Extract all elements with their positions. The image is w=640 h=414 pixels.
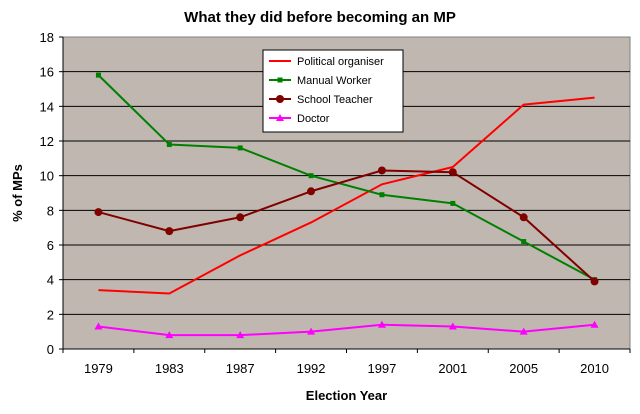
chart-title: What they did before becoming an MP (184, 9, 456, 26)
y-axis-title: % of MPs (10, 164, 25, 222)
legend-item-political-organiser: Political organiser (269, 56, 384, 68)
gridlines (63, 71, 630, 315)
x-tick-label: 1987 (226, 361, 255, 376)
data-point-manual-worker (450, 200, 456, 206)
legend-swatch-marker (277, 77, 283, 83)
y-tick-label: 2 (47, 307, 54, 322)
data-point-doctor (165, 331, 174, 339)
data-point-school-teacher (165, 227, 174, 236)
data-point-school-teacher (448, 168, 457, 177)
data-point-manual-worker (379, 192, 385, 198)
y-tick-label: 4 (47, 273, 54, 288)
data-point-doctor (94, 322, 103, 330)
data-point-doctor (307, 327, 316, 335)
series-line-doctor (98, 323, 595, 337)
x-tick-label: 1997 (367, 361, 396, 376)
data-point-school-teacher (307, 187, 316, 196)
y-tick-label: 18 (40, 30, 54, 45)
data-point-manual-worker (237, 145, 243, 151)
x-axis-title: Election Year (306, 388, 387, 403)
data-point-school-teacher (377, 166, 386, 175)
x-tick-label: 2010 (580, 361, 609, 376)
data-point-doctor (236, 331, 245, 339)
data-point-school-teacher (519, 213, 528, 222)
data-point-doctor (519, 327, 528, 335)
x-tick-label: 2001 (438, 361, 467, 376)
legend-item-school-teacher: School Teacher (269, 94, 373, 106)
series-line-school-teacher (98, 169, 596, 283)
data-point-manual-worker (166, 141, 172, 147)
y-tick-label: 12 (40, 134, 54, 149)
axes: 0 2 4 6 8 10 12 14 16 18 1979 1983 1987 1992 1997 2001 2… (40, 30, 631, 376)
data-point-school-teacher (590, 277, 599, 286)
y-tick-label: 8 (47, 203, 54, 218)
x-tick-label: 2005 (509, 361, 538, 376)
series-line-political-organiser (98, 96, 595, 295)
legend-label: Political organiser (297, 56, 384, 68)
series-political-organiser (98, 96, 595, 295)
legend-label: Doctor (297, 113, 330, 125)
legend-swatch-marker (276, 95, 284, 103)
data-point-manual-worker (95, 72, 101, 78)
x-tick-label: 1983 (155, 361, 184, 376)
x-tick-label: 1979 (84, 361, 113, 376)
legend-swatch-marker (276, 114, 284, 121)
legend-item-manual-worker: Manual Worker (269, 75, 372, 87)
legend: Political organiser Manual Worker School T… (262, 49, 404, 133)
data-point-doctor (377, 320, 386, 328)
data-point-manual-worker (308, 173, 314, 179)
series-group (94, 72, 599, 339)
x-tick-label: 1992 (297, 361, 326, 376)
y-tick-label: 10 (40, 169, 54, 184)
data-point-doctor (448, 322, 457, 330)
y-tick-label: 16 (40, 65, 54, 80)
series-doctor (94, 320, 599, 339)
series-school-teacher (94, 166, 599, 286)
y-tick-label: 14 (40, 99, 54, 114)
y-tick-label: 6 (47, 238, 54, 253)
legend-item-doctor: Doctor (269, 113, 330, 125)
data-point-doctor (590, 320, 599, 328)
legend-label: School Teacher (297, 94, 373, 106)
data-point-school-teacher (94, 208, 103, 217)
legend-label: Manual Worker (297, 75, 372, 87)
series-line-manual-worker (97, 74, 596, 281)
data-point-manual-worker (521, 239, 527, 245)
y-tick-label: 0 (47, 342, 54, 357)
data-point-school-teacher (236, 213, 245, 222)
